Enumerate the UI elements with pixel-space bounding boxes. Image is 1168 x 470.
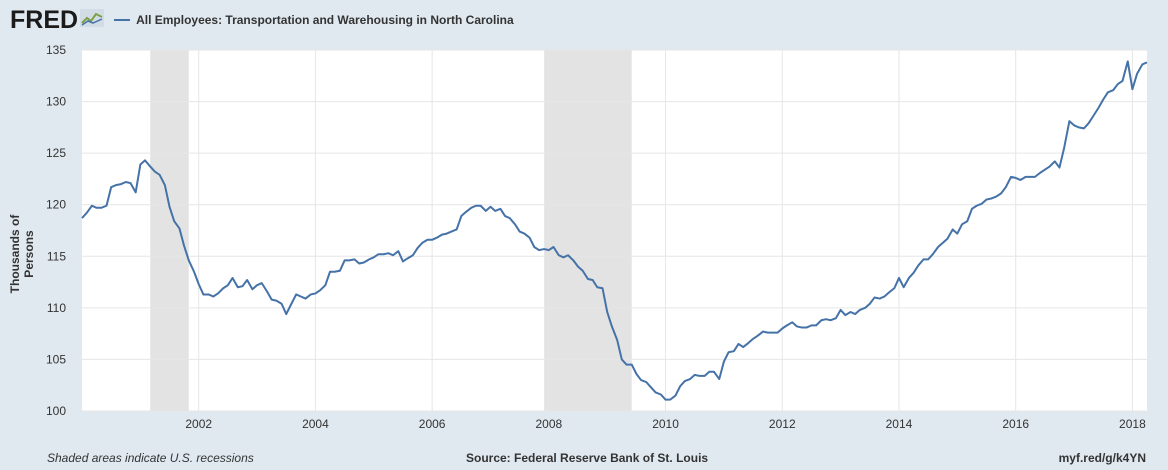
- recession-band-0: [150, 50, 189, 411]
- chart-header: FRED All Employees: Transportation and W…: [10, 6, 514, 34]
- x-tick-label-2002: 2002: [185, 417, 212, 431]
- y-tick-label-105: 105: [46, 352, 66, 366]
- x-tick-label-2018: 2018: [1119, 417, 1146, 431]
- x-tick-label-2008: 2008: [535, 417, 562, 431]
- x-tick-label-2014: 2014: [886, 417, 913, 431]
- x-tick-label-2016: 2016: [1002, 417, 1029, 431]
- y-axis-ticks: 100 105 110 115 120 125 130 135: [46, 43, 66, 418]
- source-note: Source: Federal Reserve Bank of St. Loui…: [466, 451, 709, 465]
- fred-logo-chart-icon: [80, 8, 105, 32]
- series-line-0: [81, 60, 1148, 401]
- recession-bands: [150, 50, 632, 411]
- x-axis-ticks: 2002 2004 2006 2008 2010 2012 2014 2016 2018: [185, 417, 1146, 431]
- y-tick-label-115: 115: [47, 249, 66, 263]
- x-tick-label-2006: 2006: [419, 417, 446, 431]
- fred-logo: FRED: [10, 5, 79, 34]
- short-link[interactable]: myf.red/g/k4YN: [1058, 451, 1146, 465]
- y-tick-label-110: 110: [47, 301, 66, 315]
- legend: All Employees: Transportation and Wareho…: [114, 13, 514, 27]
- legend-label: All Employees: Transportation and Wareho…: [136, 13, 514, 27]
- series-group: [81, 60, 1148, 401]
- y-tick-label-135: 135: [46, 43, 66, 57]
- y-tick-label-100: 100: [46, 404, 66, 418]
- legend-swatch: [114, 19, 131, 21]
- recession-band-1: [544, 50, 632, 411]
- x-tick-label-2010: 2010: [652, 417, 679, 431]
- grid-lines: [82, 49, 1147, 412]
- x-tick-label-2004: 2004: [302, 417, 329, 431]
- y-tick-label-125: 125: [46, 146, 66, 160]
- recession-note: Shaded areas indicate U.S. recessions: [47, 451, 254, 465]
- y-tick-label-130: 130: [46, 95, 66, 109]
- x-tick-label-2012: 2012: [769, 417, 796, 431]
- y-tick-label-120: 120: [46, 198, 66, 212]
